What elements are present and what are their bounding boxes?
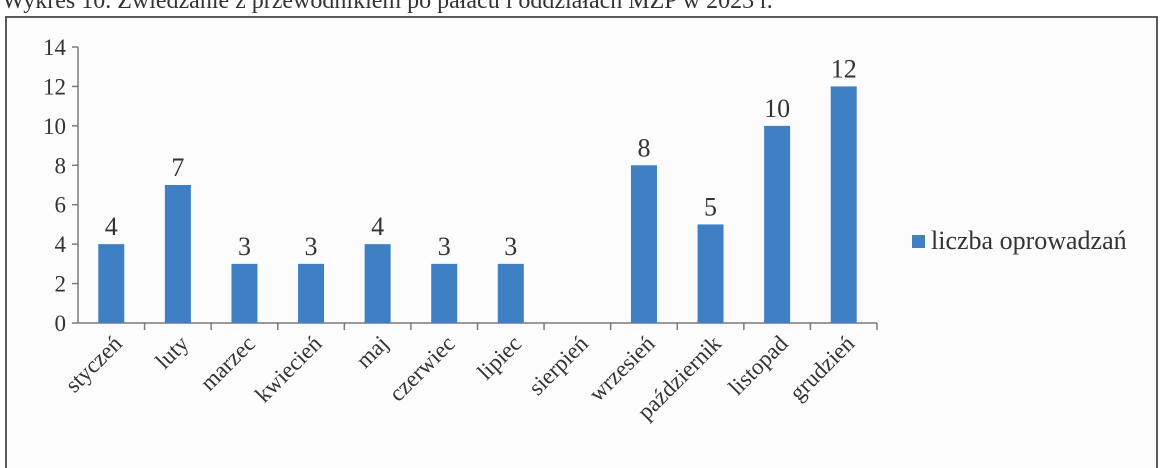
x-tick-label-2: marzec: [195, 331, 260, 396]
legend-swatch: [912, 234, 925, 248]
x-tick-label-10: listopad: [723, 331, 793, 401]
bar-10: [764, 125, 791, 323]
data-label-2: 3: [238, 232, 251, 261]
x-tick-label-5: czerwiec: [384, 331, 459, 406]
chart-frame: [5, 16, 1158, 468]
x-tick-label-6: lipiec: [473, 331, 527, 385]
x-tick-label-3: kwiecień: [250, 331, 327, 408]
bar-6: [497, 263, 524, 323]
data-label-8: 8: [637, 133, 650, 162]
x-tick-label-0: styczeń: [60, 331, 127, 398]
x-tick-label-7: sierpień: [524, 331, 594, 401]
y-tick-label: 2: [55, 272, 67, 297]
data-label-10: 10: [764, 94, 790, 123]
data-label-6: 3: [504, 232, 517, 261]
y-tick-label: 8: [55, 153, 67, 178]
bar-3: [298, 263, 325, 323]
bar-8: [630, 165, 657, 323]
data-label-1: 7: [171, 153, 184, 182]
bar-2: [231, 263, 258, 323]
legend: liczba oprowadzań: [912, 226, 1127, 256]
y-tick-label: 6: [55, 193, 67, 218]
data-label-4: 4: [371, 212, 384, 241]
data-label-5: 3: [438, 232, 451, 261]
legend-label: liczba oprowadzań: [931, 226, 1127, 255]
y-tick-label: 14: [43, 35, 67, 60]
data-label-11: 12: [831, 54, 857, 83]
bar-1: [164, 185, 191, 323]
bar-0: [98, 244, 125, 323]
x-tick-label-4: maj: [351, 331, 393, 373]
bar-11: [830, 86, 857, 323]
data-label-9: 5: [704, 192, 717, 221]
y-tick-label: 10: [43, 114, 66, 139]
y-tick-label: 0: [55, 311, 67, 336]
data-label-3: 3: [305, 232, 318, 261]
x-tick-label-11: grudzień: [785, 331, 860, 406]
data-label-0: 4: [105, 212, 118, 241]
y-tick-label: 12: [43, 74, 66, 99]
x-tick-label-1: luty: [150, 331, 193, 374]
y-tick-label: 4: [55, 232, 67, 257]
bar-4: [364, 244, 391, 323]
chart-title: Wykres 10. Zwiedzanie z przewodnikiem po…: [2, 0, 773, 14]
bar-9: [697, 224, 724, 323]
bar-5: [431, 263, 458, 323]
